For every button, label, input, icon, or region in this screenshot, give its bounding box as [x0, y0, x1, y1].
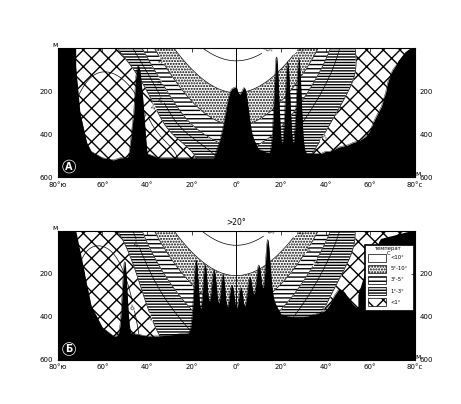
Text: 10°: 10° — [292, 227, 303, 238]
Text: м: м — [415, 171, 420, 177]
Text: 5°: 5° — [158, 56, 166, 65]
Text: С: С — [387, 251, 390, 256]
Text: м: м — [53, 42, 58, 48]
Text: 0°: 0° — [334, 350, 341, 358]
Text: 1°: 1° — [148, 313, 155, 321]
Text: 3°: 3° — [157, 76, 165, 85]
Text: 1°: 1° — [151, 102, 159, 111]
Text: 5°-10°: 5°-10° — [390, 266, 408, 271]
Polygon shape — [388, 48, 415, 177]
Bar — [368, 276, 386, 284]
Text: 5°: 5° — [303, 246, 311, 254]
Text: >20°: >20° — [226, 218, 246, 227]
Text: 1°: 1° — [320, 305, 327, 314]
Text: 2°: 2° — [158, 95, 166, 103]
Text: м: м — [53, 225, 58, 231]
Text: <10°: <10° — [390, 255, 404, 260]
Text: 10°: 10° — [292, 44, 303, 56]
Text: 20°: 20° — [263, 227, 275, 238]
Polygon shape — [58, 231, 84, 360]
Bar — [368, 287, 386, 295]
Text: А: А — [65, 162, 73, 172]
Text: Б: Б — [65, 344, 73, 354]
Bar — [364, 244, 414, 310]
Text: 1°-3°: 1°-3° — [390, 288, 404, 293]
Text: 0°: 0° — [142, 109, 150, 117]
Text: м: м — [415, 354, 420, 360]
Text: температ: температ — [375, 246, 402, 251]
Text: 0°: 0° — [130, 302, 137, 310]
Bar — [365, 244, 413, 309]
Text: 1°: 1° — [318, 133, 326, 142]
Bar — [368, 254, 386, 262]
Text: 3°-5°: 3°-5° — [390, 278, 404, 282]
Polygon shape — [58, 48, 76, 177]
Text: 20°: 20° — [261, 44, 273, 55]
Polygon shape — [359, 231, 415, 360]
Text: 3°: 3° — [311, 258, 319, 267]
Text: 2°: 2° — [134, 239, 142, 248]
Bar — [368, 265, 386, 273]
Bar — [368, 298, 386, 306]
Text: <1°: <1° — [390, 300, 401, 305]
